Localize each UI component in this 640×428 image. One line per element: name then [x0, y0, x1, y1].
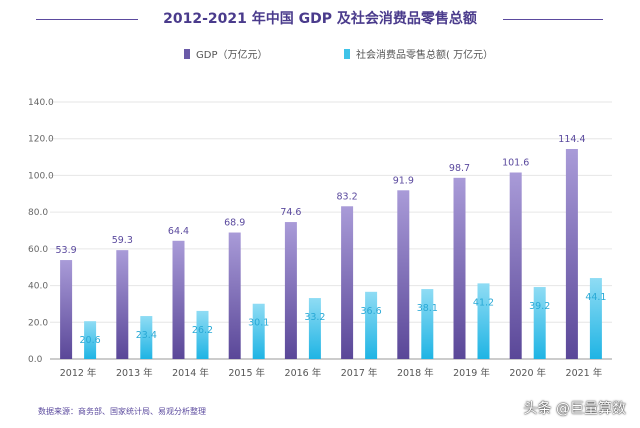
data-label-retail: 41.2	[473, 297, 494, 308]
data-label-retail: 36.6	[361, 306, 382, 317]
title-rule-right	[503, 19, 603, 20]
x-tick-label: 2020 年	[509, 367, 546, 379]
data-label-gdp: 101.6	[502, 157, 529, 168]
data-label-retail: 20.6	[80, 335, 101, 346]
bar-gdp	[60, 260, 73, 359]
x-tick-label: 2015 年	[228, 367, 265, 379]
source-note: 数据来源：商务部、国家统计局、易观分析整理	[38, 407, 206, 416]
data-label-retail: 23.4	[136, 330, 157, 341]
x-tick-label: 2013 年	[116, 367, 153, 379]
data-label-gdp: 64.4	[168, 226, 189, 237]
data-label-gdp: 59.3	[112, 235, 133, 246]
data-label-retail: 33.2	[304, 312, 325, 323]
bar-chart: 0.0 20.0 40.0 60.0 80.0 100.0 120.0 140.0 53.9 2…	[28, 98, 612, 379]
bar-retail	[533, 287, 546, 359]
y-tick-label: 100.0	[28, 171, 54, 181]
y-tick-label: 0.0	[28, 355, 43, 365]
bars	[60, 148, 602, 359]
y-tick-label: 140.0	[28, 98, 54, 108]
x-tick-label: 2017 年	[341, 367, 378, 379]
x-axis-ticks: 2012 年 2013 年 2014 年 2015 年 2016 年 2017 年 2018…	[60, 367, 603, 379]
legend: GDP（万亿元） 社会消费品零售总额( 万亿元）	[0, 46, 640, 62]
bar-retail	[252, 303, 265, 359]
legend-item-retail: 社会消费品零售总额( 万亿元）	[344, 46, 493, 61]
title-row: 2012-2021 年中国 GDP 及社会消费品零售总额	[0, 8, 640, 30]
y-axis-ticks: 0.0 20.0 40.0 60.0 80.0 100.0 120.0 140.0	[28, 98, 54, 365]
bar-retail	[308, 298, 321, 359]
data-labels: 53.9 20.6 59.3 23.4 64.4 26.2 68.9 30.1 74.6 33.2…	[56, 134, 607, 346]
y-tick-label: 120.0	[28, 135, 54, 145]
legend-swatch-gdp	[184, 48, 190, 59]
data-label-gdp: 91.9	[393, 175, 414, 186]
data-label-retail: 30.1	[248, 318, 269, 329]
bar-gdp	[397, 190, 410, 359]
bar-gdp	[509, 172, 522, 359]
y-tick-label: 40.0	[28, 282, 48, 292]
legend-item-gdp: GDP（万亿元）	[184, 46, 267, 61]
bar-gdp	[172, 240, 185, 359]
bar-retail	[589, 278, 602, 359]
bar-gdp	[341, 206, 354, 359]
bar-gdp	[565, 148, 578, 359]
bar-gdp	[228, 232, 241, 359]
y-tick-label: 60.0	[28, 245, 48, 255]
y-tick-label: 20.0	[28, 318, 48, 328]
chart-title: 2012-2021 年中国 GDP 及社会消费品零售总额	[163, 11, 477, 27]
data-label-gdp: 83.2	[337, 191, 358, 202]
bar-retail	[140, 316, 153, 359]
data-label-gdp: 114.4	[558, 134, 585, 145]
bar-retail	[365, 291, 378, 359]
x-tick-label: 2016 年	[285, 367, 322, 379]
data-label-gdp: 68.9	[224, 218, 245, 229]
x-tick-label: 2019 年	[453, 367, 490, 379]
bar-retail	[477, 283, 490, 359]
x-tick-label: 2021 年	[566, 367, 603, 379]
bar-retail	[84, 321, 97, 359]
legend-label-retail: 社会消费品零售总额( 万亿元）	[356, 50, 494, 61]
x-tick-label: 2018 年	[397, 367, 434, 379]
data-label-retail: 38.1	[417, 303, 438, 314]
y-tick-label: 80.0	[28, 208, 48, 218]
x-tick-label: 2014 年	[172, 367, 209, 379]
legend-swatch-retail	[344, 48, 350, 59]
data-label-retail: 26.2	[192, 325, 213, 336]
watermark: 头条 @巨量算数	[523, 401, 626, 417]
data-label-retail: 39.2	[529, 301, 550, 312]
title-rule-left	[36, 19, 138, 20]
legend-label-gdp: GDP（万亿元）	[196, 50, 268, 61]
bar-gdp	[116, 250, 129, 359]
bar-gdp	[284, 222, 297, 359]
bar-retail	[421, 289, 434, 359]
data-label-retail: 44.1	[585, 292, 606, 303]
bar-gdp	[453, 177, 466, 359]
bar-retail	[196, 310, 209, 359]
data-label-gdp: 74.6	[280, 207, 301, 218]
grid-lines	[50, 101, 612, 360]
data-label-gdp: 53.9	[56, 245, 77, 256]
data-label-gdp: 98.7	[449, 163, 470, 174]
x-tick-label: 2012 年	[60, 367, 97, 379]
